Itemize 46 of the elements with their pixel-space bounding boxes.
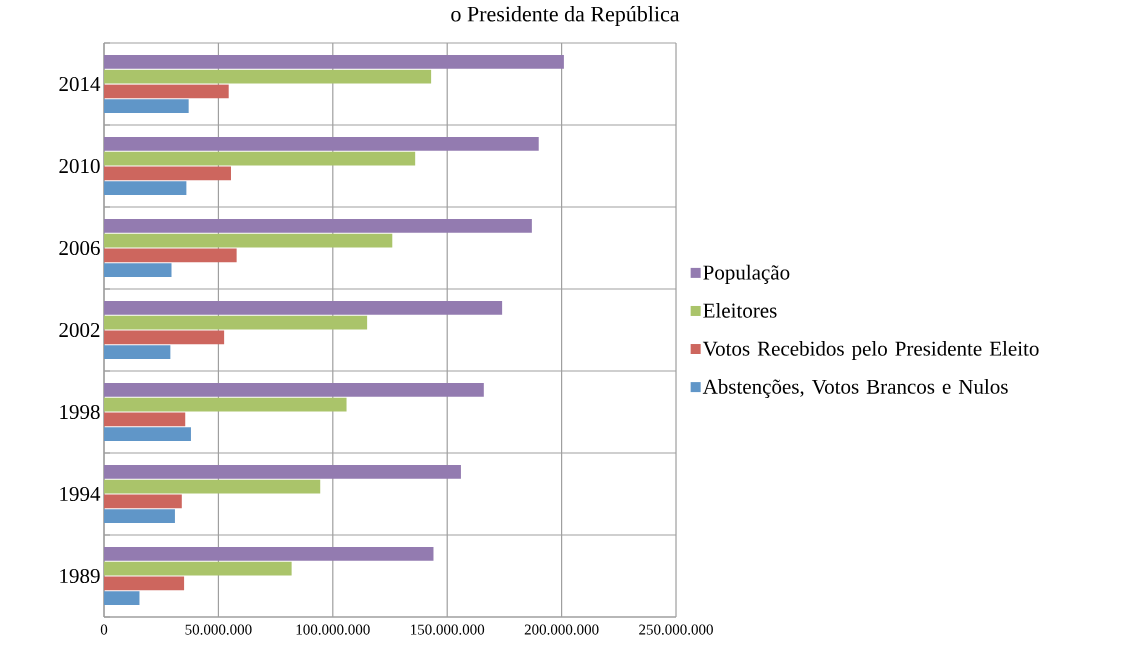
legend-label: Eleitores <box>703 302 777 318</box>
bar <box>104 546 434 561</box>
bar <box>104 330 225 345</box>
y-tick-label: 2002 <box>59 322 100 338</box>
bar <box>104 464 461 479</box>
bar <box>104 382 484 397</box>
bar <box>104 151 416 166</box>
y-tick-label: 1998 <box>60 404 100 420</box>
bar <box>104 576 185 591</box>
bar <box>104 591 140 606</box>
bar <box>104 69 432 84</box>
x-tick-label: 150.000.000 <box>411 624 485 635</box>
bar <box>104 181 187 196</box>
x-tick-label: 50.000.000 <box>185 624 252 635</box>
x-tick-label: 200.000.000 <box>524 624 599 635</box>
y-tick-label: 2010 <box>59 158 100 174</box>
bar <box>104 494 182 509</box>
legend-label: Votos Recebidos pelo Presidente Eleito <box>702 341 1039 361</box>
y-tick-label: 2006 <box>59 240 100 256</box>
bar <box>104 397 347 412</box>
y-tick-label: 1994 <box>60 486 101 502</box>
bar <box>104 84 229 99</box>
bar <box>104 248 237 263</box>
bar <box>104 136 539 151</box>
bar <box>104 345 171 360</box>
legend-label: População <box>703 264 790 284</box>
bar <box>104 561 292 576</box>
bar <box>104 166 231 181</box>
bar <box>104 218 532 233</box>
bar <box>104 263 172 278</box>
bar <box>104 479 321 494</box>
bar <box>104 99 189 114</box>
x-tick-label: 0 <box>100 624 108 635</box>
x-tick-label: 100.000.000 <box>296 624 370 635</box>
bar <box>104 300 503 315</box>
bar <box>104 412 186 427</box>
y-tick-label: 1989 <box>60 568 100 584</box>
bar <box>104 315 368 330</box>
chart-title: o Presidente da República <box>451 5 680 26</box>
bar <box>104 54 564 69</box>
bar <box>104 233 393 248</box>
bar <box>104 427 191 442</box>
bar <box>104 509 175 524</box>
y-tick-label: 2014 <box>59 76 101 92</box>
x-tick-label: 250.000.000 <box>639 624 713 635</box>
legend-label: Abstenções, Votos Brancos e Nulos <box>702 379 1008 399</box>
